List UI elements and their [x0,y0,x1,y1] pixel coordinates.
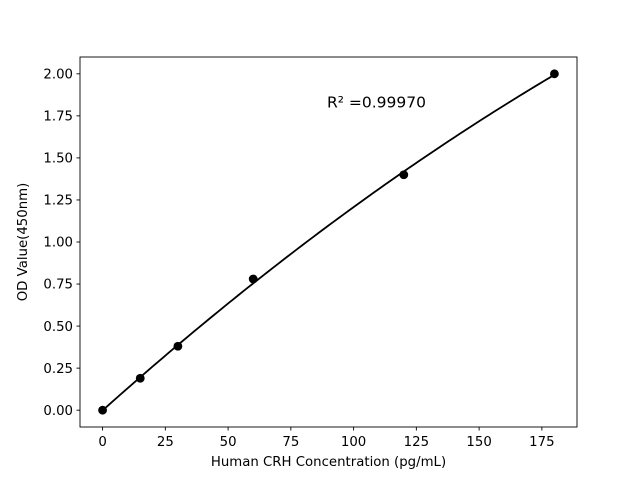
data-point-marker [399,170,409,180]
plot-area [79,56,578,428]
x-axis-tick-labels: 0 25 50 75 100 125 150 175 [98,435,554,450]
x-tick-label: 50 [220,435,237,450]
x-tick-label: 150 [466,435,491,450]
x-axis-ticks [102,427,543,431]
data-points [98,69,559,415]
x-tick-label: 25 [157,435,174,450]
y-tick-label: 0.00 [43,404,73,419]
y-tick-label: 0.25 [43,362,73,377]
x-axis-title: Human CRH Concentration (pg/mL) [211,455,446,470]
y-tick-label: 1.50 [43,152,73,167]
y-axis-title: OD Value(450nm) [16,183,31,302]
x-tick-label: 125 [404,435,429,450]
x-tick-label: 75 [282,435,299,450]
fit-curve-line [101,74,555,412]
y-axis-tick-labels: 0.00 0.25 0.50 0.75 1.00 1.25 1.50 1.75 2.00 [43,68,73,419]
y-tick-label: 1.00 [43,236,73,251]
data-point-marker [248,274,258,284]
y-tick-label: 1.25 [43,194,73,209]
data-point-marker [135,373,145,383]
y-tick-label: 0.50 [43,320,73,335]
data-point-marker [173,341,183,351]
r-squared-annotation: R² =0.99970 [327,94,426,112]
data-point-marker [98,405,107,415]
y-tick-label: 1.75 [43,110,73,125]
x-tick-label: 0 [98,435,106,450]
y-tick-label: 2.00 [43,68,73,83]
data-point-marker [550,69,559,79]
x-tick-label: 100 [341,435,366,450]
y-tick-label: 0.75 [43,278,73,293]
x-tick-label: 175 [529,435,554,450]
y-axis-ticks [76,73,80,411]
